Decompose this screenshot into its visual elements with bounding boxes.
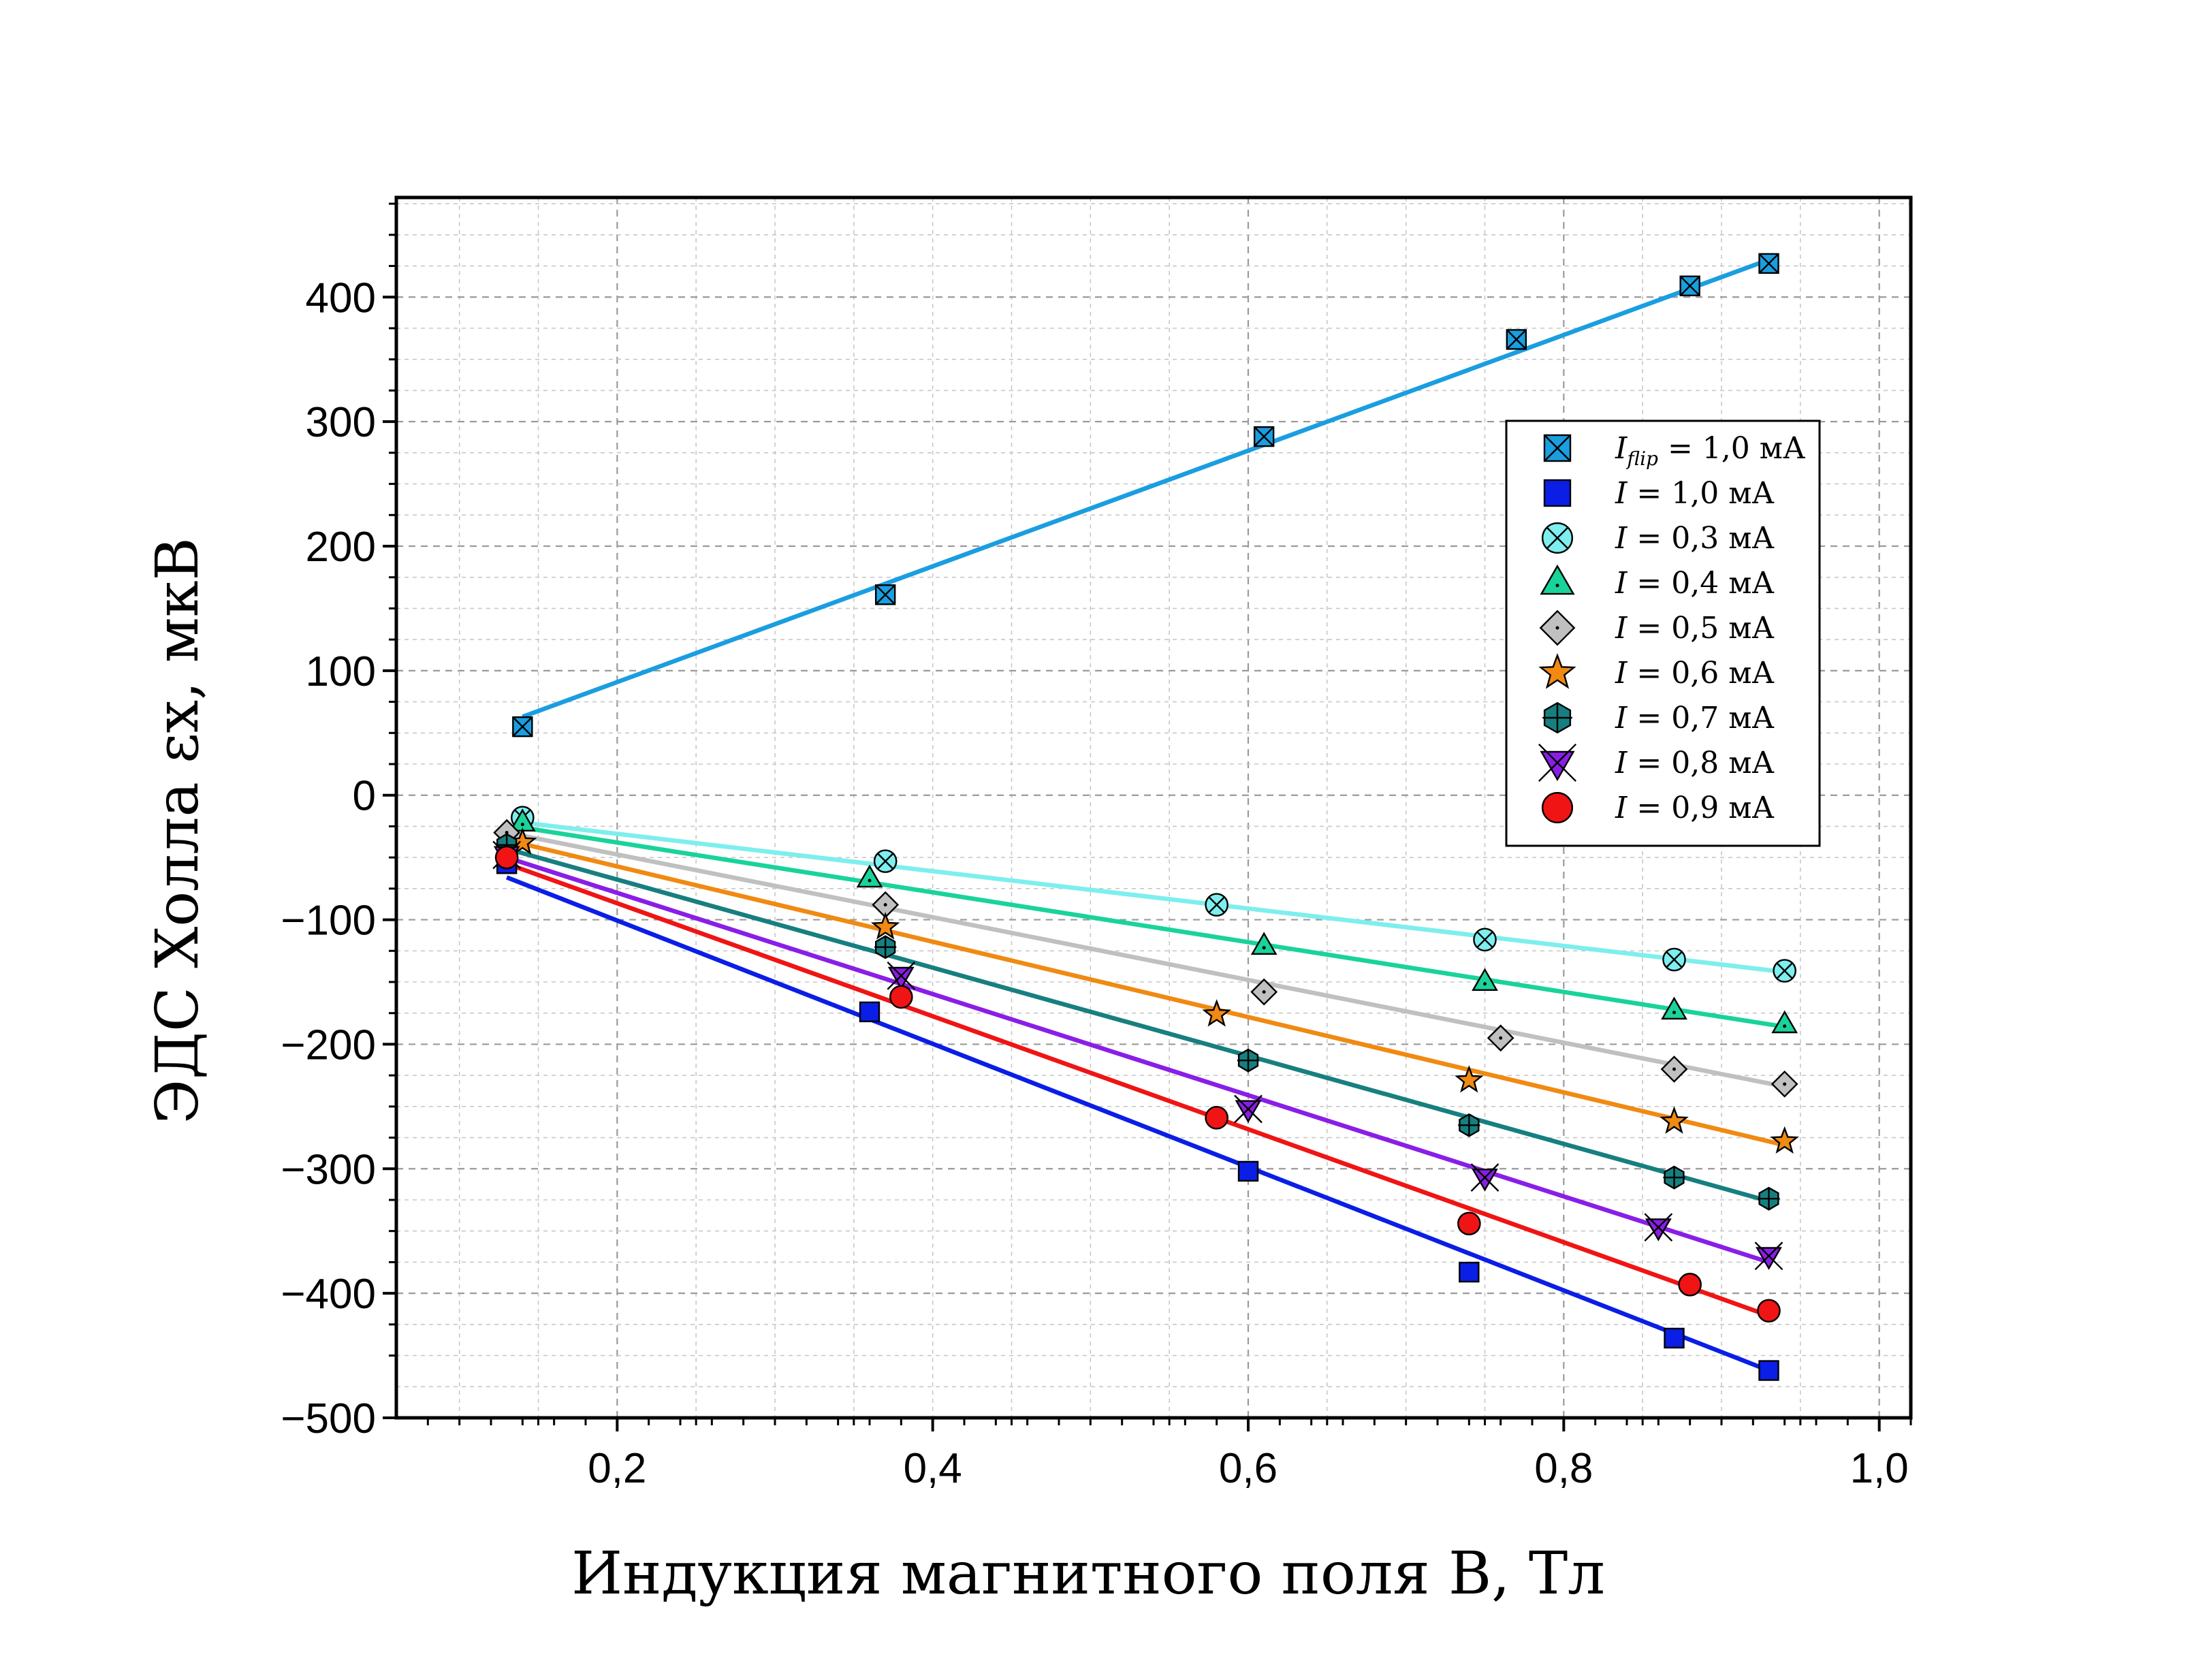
data-point-s2-p5 (1664, 1327, 1685, 1349)
data-point-s4-p4 (1472, 968, 1498, 992)
legend-label-7: I = 0,7 мА (1615, 701, 1775, 735)
data-point-s9-p6 (1757, 1299, 1781, 1323)
legend-label-8: I = 0,8 мА (1615, 746, 1775, 780)
x-axis-label: Индукция магнитного поля B, Тл (571, 1540, 1605, 1608)
fit-line-5 (506, 830, 1786, 1089)
data-point-s6-p5 (1660, 1106, 1689, 1134)
legend-label-5: I = 0,5 мА (1615, 611, 1775, 646)
data-point-s4-p2 (856, 864, 883, 888)
data-point-s7-p3 (1237, 1048, 1260, 1073)
data-point-s3-p5 (1662, 947, 1686, 972)
fit-line-4 (522, 825, 1786, 1030)
data-point-s7-p6 (1758, 1186, 1780, 1211)
y-tick-label: −100 (281, 898, 376, 945)
fit-lines-layer (505, 257, 1786, 1373)
data-point-s9-p5 (1678, 1273, 1702, 1297)
data-point-s6-p3 (1202, 999, 1231, 1027)
data-point-s7-p5 (1663, 1165, 1685, 1190)
data-point-s9-p1 (494, 845, 519, 870)
legend-marker-5 (1539, 609, 1576, 646)
legend-label-2: I = 1,0 мА (1615, 476, 1775, 511)
x-tick-label: 0,2 (588, 1445, 646, 1492)
data-point-s4-p3 (1250, 932, 1278, 955)
data-point-s3-p2 (873, 849, 898, 873)
fit-line-9 (506, 861, 1770, 1318)
data-point-s8-p5 (1644, 1213, 1673, 1242)
data-point-s2-p6 (1758, 1360, 1779, 1381)
data-point-s6-p4 (1455, 1065, 1484, 1093)
data-point-s4-p6 (1771, 1010, 1798, 1034)
y-tick-label: 300 (306, 399, 376, 446)
data-point-s1-p1 (512, 716, 533, 738)
y-tick-label: 200 (306, 524, 376, 571)
data-point-s7-p2 (874, 935, 897, 960)
y-tick-label: −200 (281, 1021, 376, 1068)
data-point-s2-p4 (1459, 1261, 1480, 1283)
data-point-s3-p3 (1205, 893, 1228, 917)
y-tick-label: 100 (306, 648, 376, 695)
data-point-s2-p2 (859, 1001, 880, 1023)
legend-label-1: Iflip = 1,0 мА (1615, 431, 1805, 470)
legend-marker-1 (1543, 434, 1572, 462)
data-point-s6-p2 (870, 912, 900, 940)
y-tick-label: −500 (281, 1395, 376, 1442)
data-point-s5-p6 (1771, 1071, 1798, 1098)
legend-label-9: I = 0,9 мА (1615, 791, 1775, 825)
legend-label-4: I = 0,4 мА (1615, 566, 1775, 601)
y-axis-label: ЭДС Холла εx, мкВ (144, 537, 212, 1124)
data-point-s2-p3 (1237, 1160, 1259, 1182)
data-point-s5-p4 (1487, 1024, 1514, 1052)
x-tick-label: 1,0 (1850, 1445, 1909, 1492)
data-point-s3-p4 (1473, 928, 1497, 952)
y-tick-label: 0 (353, 773, 376, 820)
x-tick-label: 0,8 (1534, 1445, 1593, 1492)
data-point-s3-p6 (1773, 959, 1796, 983)
fit-line-1 (522, 257, 1770, 719)
legend: Iflip = 1,0 мА I = 1,0 мА I = 0,3 мА I = 0,… (1505, 419, 1821, 847)
axes-layer: −500 −400 −300 −200 −100 0 100 200 300 400 0,2 0,4 0… (281, 195, 1913, 1492)
markers-layer (492, 253, 1799, 1381)
fit-line-7 (506, 846, 1770, 1203)
data-point-s9-p2 (889, 985, 913, 1009)
data-point-s1-p3 (1253, 426, 1275, 447)
legend-marker-3 (1541, 522, 1574, 554)
data-point-s8-p6 (1754, 1241, 1783, 1271)
data-point-s9-p4 (1457, 1211, 1481, 1236)
data-point-s1-p4 (1506, 329, 1527, 350)
legend-marker-9 (1541, 791, 1574, 824)
legend-marker-4 (1540, 564, 1575, 595)
legend-marker-7 (1542, 701, 1572, 734)
data-point-s8-p4 (1470, 1163, 1499, 1192)
data-point-s1-p2 (874, 584, 896, 605)
legend-marker-6 (1538, 652, 1576, 689)
x-tick-label: 0,4 (904, 1445, 962, 1492)
legend-marker-8 (1538, 743, 1577, 782)
y-tick-label: 400 (306, 274, 376, 321)
data-point-s7-p4 (1458, 1113, 1480, 1137)
fit-line-8 (506, 855, 1770, 1265)
y-tick-label: −400 (281, 1271, 376, 1318)
legend-label-6: I = 0,6 мА (1615, 656, 1775, 691)
data-point-s6-p6 (1770, 1126, 1799, 1154)
y-tick-label: −300 (281, 1146, 376, 1193)
fit-line-2 (505, 875, 1770, 1373)
data-point-s5-p5 (1660, 1056, 1688, 1083)
data-point-s1-p5 (1679, 275, 1700, 297)
data-point-s8-p3 (1234, 1094, 1263, 1124)
data-point-s1-p6 (1758, 253, 1779, 274)
fit-line-6 (506, 838, 1786, 1147)
legend-label-3: I = 0,3 мА (1615, 521, 1775, 556)
x-tick-label: 0,6 (1219, 1445, 1278, 1492)
data-point-s4-p5 (1661, 996, 1687, 1020)
data-point-s5-p3 (1250, 978, 1278, 1006)
data-point-s9-p3 (1205, 1106, 1228, 1130)
legend-marker-2 (1543, 479, 1572, 507)
fit-line-3 (522, 820, 1786, 974)
data-point-s8-p2 (887, 961, 916, 990)
